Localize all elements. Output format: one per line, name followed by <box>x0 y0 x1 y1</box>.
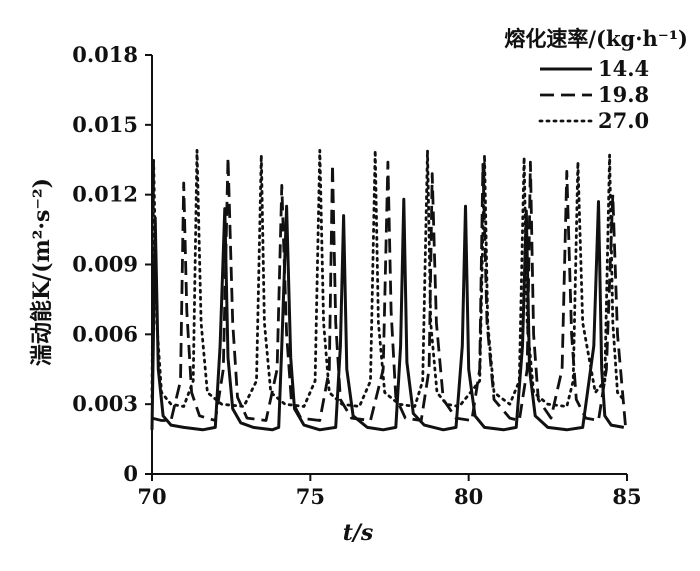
plot-area: 70 75 80 85 0 0.003 0.006 0.009 0.012 0.015 0.018 <box>72 42 641 509</box>
x-tick-label: 75 <box>296 484 325 509</box>
y-tick-label: 0.018 <box>72 42 138 67</box>
y-tick-label: 0.015 <box>72 112 138 137</box>
y-tick-label: 0.012 <box>72 182 138 207</box>
x-tick-label: 85 <box>612 484 641 509</box>
series-line-19-8 <box>151 155 627 426</box>
series-line-14-4 <box>150 197 625 432</box>
x-axis-label: t/s <box>343 520 374 546</box>
y-ticks: 0 0.003 0.006 0.009 0.012 0.015 0.018 <box>72 42 152 486</box>
y-tick-label: 0.006 <box>72 321 138 346</box>
legend-items: 14.419.827.0 <box>538 56 649 133</box>
legend: 熔化速率/(kg·h⁻¹) 14.419.827.0 <box>504 26 688 133</box>
series-group <box>150 148 627 432</box>
x-ticks: 70 75 80 85 <box>137 474 642 509</box>
x-tick-label: 70 <box>137 484 166 509</box>
y-axis-label: 湍动能K/(m²·s⁻²) <box>29 178 55 366</box>
y-tick-label: 0 <box>123 461 138 486</box>
legend-label-19-8: 19.8 <box>598 82 649 107</box>
legend-label-27-0: 27.0 <box>598 108 649 133</box>
x-tick-label: 80 <box>454 484 483 509</box>
y-tick-label: 0.003 <box>72 391 138 416</box>
legend-label-14-4: 14.4 <box>598 56 649 81</box>
legend-title: 熔化速率/(kg·h⁻¹) <box>504 26 688 51</box>
series-line-27-0 <box>150 148 627 408</box>
y-tick-label: 0.009 <box>72 252 138 277</box>
